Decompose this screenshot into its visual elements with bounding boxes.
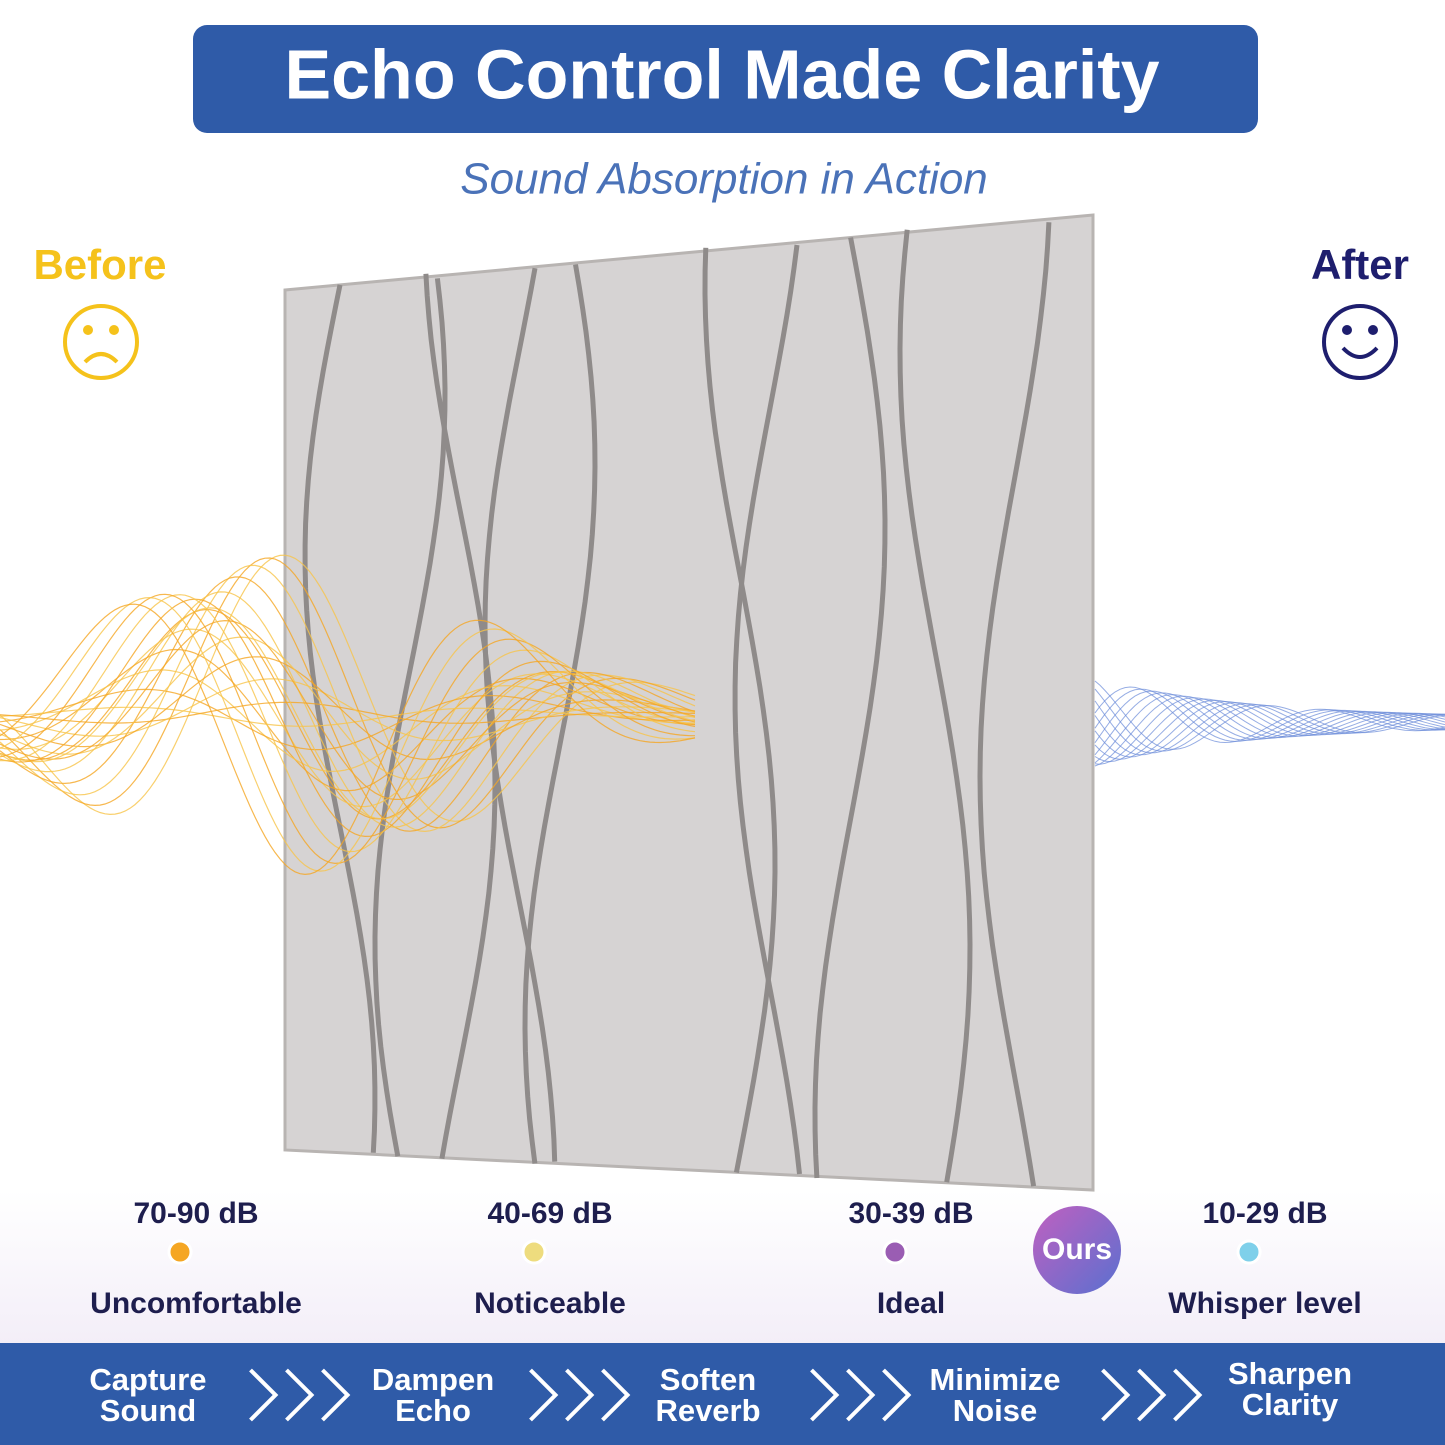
step-text: Dampen: [372, 1362, 494, 1397]
orange-wave: [0, 594, 696, 853]
title: Echo Control Made Clarity: [284, 35, 1159, 113]
acoustic-panel: [283, 213, 1095, 1192]
orange-wave: [0, 607, 696, 820]
groove: [423, 273, 498, 1160]
step-text: Echo: [395, 1393, 471, 1428]
level-dot: [882, 1239, 908, 1265]
step-text: Soften: [660, 1362, 756, 1397]
chevron: [321, 1368, 351, 1422]
orange-wave: [0, 557, 696, 829]
groove: [702, 247, 778, 1173]
groove: [812, 237, 888, 1179]
chevron: [601, 1368, 631, 1422]
orange-wave: [0, 678, 696, 742]
blue-wave: [1094, 692, 1445, 756]
after-label: After: [1311, 241, 1409, 288]
level-range: 10-29 dB: [1202, 1197, 1327, 1230]
level-dot: [1236, 1239, 1262, 1265]
chevron: [285, 1368, 315, 1422]
level-label: Noticeable: [474, 1287, 626, 1320]
scale-background: [0, 1190, 1445, 1345]
title-box: [193, 25, 1258, 133]
orange-wave: [0, 688, 696, 751]
blue-wave: [1094, 688, 1445, 752]
ours-badge: [1033, 1206, 1121, 1294]
step-text: Clarity: [1242, 1387, 1339, 1422]
orange-wave: [0, 564, 696, 833]
groove: [977, 222, 1052, 1187]
orange-wave: [0, 701, 696, 724]
subtitle: Sound Absorption in Action: [460, 155, 988, 204]
level-label: Ideal: [877, 1287, 945, 1320]
chevron: [1101, 1368, 1131, 1422]
chevron: [249, 1368, 279, 1422]
sad-face: [63, 304, 139, 380]
blue-wave: [1094, 695, 1445, 767]
chevron: [846, 1368, 876, 1422]
panel-grooves: [302, 222, 1052, 1187]
step-text: Minimize: [930, 1362, 1061, 1397]
blue-wave: [1094, 694, 1445, 764]
chevron: [529, 1368, 559, 1422]
groove: [302, 284, 378, 1153]
before-label: Before: [33, 241, 166, 288]
orange-wave: [0, 603, 696, 876]
happy-face: [1322, 304, 1398, 380]
chevron: [810, 1368, 840, 1422]
orange-wave: [0, 656, 696, 760]
orange-wave: [0, 619, 696, 800]
orange-wave: [0, 648, 696, 792]
groove: [732, 244, 802, 1175]
chevron: [1173, 1368, 1203, 1422]
step-text: Sharpen: [1228, 1356, 1352, 1391]
blue-wave: [1094, 690, 1445, 743]
scale: 70-90 dB Uncomfortable 40-69 dB Noticeable 3…: [90, 1197, 1362, 1320]
orange-wave: [0, 598, 696, 838]
chevron: [882, 1368, 912, 1422]
sound-waves: [0, 554, 1445, 876]
level-range: 40-69 dB: [487, 1197, 612, 1230]
groove: [482, 267, 558, 1162]
step-text: Reverb: [655, 1393, 760, 1428]
level-range: 30-39 dB: [848, 1197, 973, 1230]
chevron: [565, 1368, 595, 1422]
orange-wave: [0, 596, 696, 872]
orange-wave: [0, 593, 695, 865]
step-text: Noise: [953, 1393, 1037, 1428]
blue-wave: [1094, 688, 1445, 742]
groove: [897, 229, 973, 1183]
blue-wave: [1094, 697, 1445, 765]
step-text: Capture: [89, 1362, 206, 1397]
level-dot: [167, 1239, 193, 1265]
blue-wave: [1094, 686, 1445, 744]
orange-wave: [0, 669, 695, 772]
steps-bar: [0, 1343, 1445, 1445]
chevron: [1137, 1368, 1167, 1422]
orange-wave: [0, 628, 696, 808]
level-range: 70-90 dB: [133, 1197, 258, 1230]
level-label: Uncomfortable: [90, 1287, 302, 1320]
ours-label: Ours: [1042, 1233, 1112, 1266]
level-label: Whisper level: [1168, 1287, 1361, 1320]
step-text: Sound: [100, 1393, 196, 1428]
level-dot: [521, 1239, 547, 1265]
